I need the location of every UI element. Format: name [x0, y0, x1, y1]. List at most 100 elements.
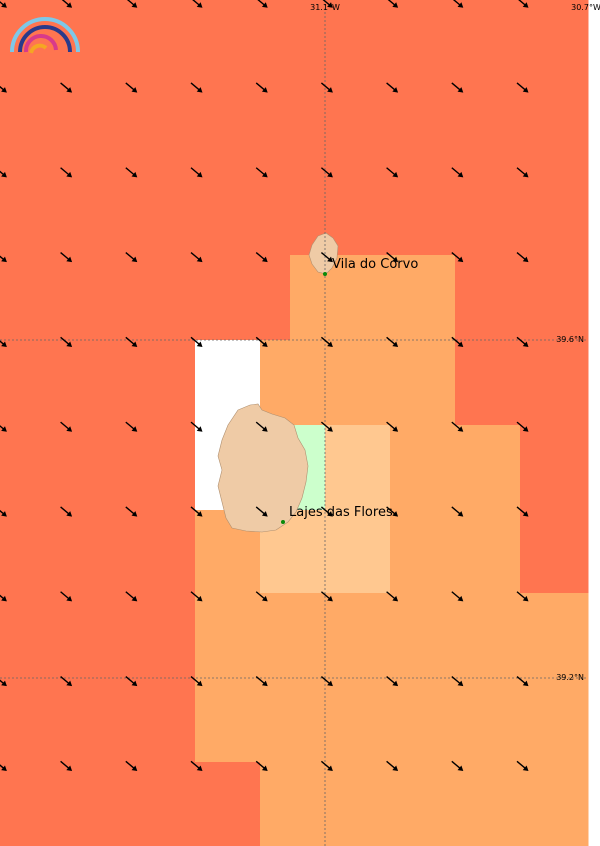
- arrow-head: [457, 680, 464, 687]
- wave-arrow: [386, 676, 399, 687]
- wave-arrow: [320, 252, 333, 263]
- wave-cell: [325, 425, 391, 511]
- lon-label: 31.1°W: [310, 3, 340, 12]
- wave-cell: [0, 255, 196, 341]
- town-dot: [323, 272, 327, 276]
- wave-cell: [520, 678, 589, 763]
- arrow-head: [1, 426, 7, 432]
- wave-arrow: [386, 506, 399, 517]
- arrow-head: [131, 595, 138, 602]
- wave-cell: [325, 340, 391, 426]
- wave-arrow: [320, 676, 333, 687]
- arrow-head: [261, 256, 268, 263]
- wave-cell: [520, 593, 589, 679]
- wave-arrow: [125, 336, 138, 347]
- arrow-head: [261, 595, 268, 602]
- logo: [10, 17, 80, 54]
- wave-cell: [390, 762, 456, 846]
- wave-arrow: [60, 252, 73, 263]
- arrow-head: [1, 595, 7, 602]
- wave-arrow: [60, 421, 73, 432]
- wave-arrow: [516, 336, 529, 347]
- wave-arrow: [125, 0, 138, 8]
- wave-arrow: [0, 421, 7, 432]
- arrow-head: [131, 765, 138, 771]
- arrow-head: [457, 511, 464, 517]
- arrow-head: [327, 765, 333, 771]
- wave-cell: [520, 255, 589, 341]
- place-label: Lajes das Flores: [289, 505, 393, 520]
- wave-arrow: [451, 506, 464, 517]
- wave-arrow: [255, 0, 268, 8]
- wave-arrow: [190, 336, 203, 347]
- wave-arrow: [190, 0, 203, 8]
- arrow-head: [131, 87, 138, 93]
- wave-cell: [520, 340, 589, 426]
- arrow-head: [327, 87, 333, 93]
- wave-cell: [390, 340, 456, 426]
- arrow-head: [196, 2, 203, 8]
- wave-cell: [290, 0, 326, 256]
- arrow-head: [522, 595, 529, 602]
- wave-arrow: [0, 591, 7, 602]
- lat-label: 39.6°N: [556, 335, 584, 344]
- arrow-head: [1, 511, 7, 517]
- arrow-head: [457, 341, 464, 347]
- wave-arrow: [320, 82, 333, 93]
- wave-arrow: [451, 0, 464, 8]
- arrow-head: [131, 680, 138, 687]
- lat-label: 39.2°N: [556, 673, 584, 682]
- arrow-head: [66, 256, 73, 263]
- arrow-head: [66, 511, 73, 517]
- arrow-head: [327, 256, 333, 263]
- arrow-head: [457, 256, 464, 263]
- wave-cell: [290, 762, 326, 846]
- wave-arrow: [516, 0, 529, 8]
- wave-arrow: [60, 506, 73, 517]
- wave-arrow: [451, 336, 464, 347]
- arrow-head: [196, 426, 203, 432]
- wave-arrow: [125, 82, 138, 93]
- wave-cell: [455, 340, 521, 426]
- wave-arrow: [190, 82, 203, 93]
- arrow-head: [1, 87, 7, 93]
- wave-cell: [390, 255, 456, 341]
- arrow-head: [131, 2, 138, 8]
- wave-arrow: [320, 421, 333, 432]
- arrow-head: [196, 765, 203, 771]
- wave-arrow: [386, 167, 399, 178]
- wave-arrow: [386, 760, 399, 771]
- wave-cell: [520, 762, 589, 846]
- wave-arrow: [451, 421, 464, 432]
- wave-cell: [455, 762, 521, 846]
- arrow-head: [327, 171, 333, 178]
- arrow-head: [522, 765, 529, 771]
- wave-arrow: [125, 252, 138, 263]
- arrow-head: [327, 680, 333, 687]
- arrow-head: [392, 2, 399, 8]
- arrow-head: [66, 426, 73, 432]
- wave-arrow: [516, 676, 529, 687]
- wave-arrow: [320, 167, 333, 178]
- wave-arrow: [125, 591, 138, 602]
- wave-arrow: [0, 676, 7, 687]
- arrow-head: [261, 171, 268, 178]
- wave-cell: [0, 678, 196, 763]
- wave-cell: [455, 0, 521, 256]
- wave-cell: [0, 762, 196, 846]
- arrow-head: [327, 341, 333, 347]
- arrow-head: [1, 171, 7, 178]
- arrow-head: [196, 595, 203, 602]
- wave-arrow: [320, 591, 333, 602]
- wave-cell: [290, 678, 326, 763]
- arrow-head: [457, 765, 464, 771]
- wave-arrow: [190, 591, 203, 602]
- wave-arrow: [386, 82, 399, 93]
- wave-cell: [0, 0, 196, 256]
- wave-arrow: [190, 421, 203, 432]
- wave-arrow: [60, 336, 73, 347]
- wave-cell: [390, 678, 456, 763]
- wave-arrow: [451, 252, 464, 263]
- wave-arrow: [255, 676, 268, 687]
